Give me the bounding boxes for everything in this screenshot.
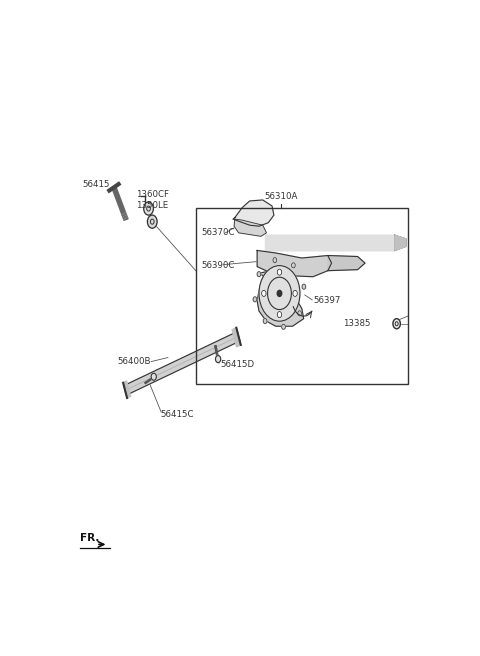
Text: 56415C: 56415C — [160, 410, 194, 419]
Text: 56390C: 56390C — [202, 261, 235, 270]
Circle shape — [147, 215, 157, 228]
Text: 56397: 56397 — [313, 297, 340, 306]
Polygon shape — [123, 381, 131, 398]
Circle shape — [302, 284, 306, 289]
Text: 56415: 56415 — [83, 180, 110, 190]
Circle shape — [298, 311, 301, 316]
Text: 1350LE: 1350LE — [136, 201, 168, 209]
Polygon shape — [328, 255, 365, 271]
Polygon shape — [395, 236, 406, 251]
Circle shape — [259, 266, 300, 321]
Circle shape — [277, 312, 282, 318]
Circle shape — [216, 356, 221, 363]
Text: 56310A: 56310A — [264, 192, 298, 201]
Text: 56370C: 56370C — [202, 228, 235, 237]
Bar — [196, 207, 408, 384]
Circle shape — [393, 319, 400, 329]
Polygon shape — [257, 251, 332, 277]
Polygon shape — [234, 219, 266, 236]
Polygon shape — [257, 271, 304, 326]
Circle shape — [257, 272, 261, 277]
Text: 56415D: 56415D — [220, 359, 254, 369]
Circle shape — [263, 319, 267, 323]
Polygon shape — [233, 200, 274, 226]
Circle shape — [291, 263, 295, 268]
Circle shape — [277, 291, 282, 297]
Circle shape — [293, 291, 297, 297]
Circle shape — [262, 291, 266, 297]
Circle shape — [277, 269, 282, 276]
Circle shape — [273, 258, 276, 262]
Circle shape — [253, 297, 257, 302]
Circle shape — [282, 324, 286, 329]
Polygon shape — [264, 236, 395, 251]
Text: FR.: FR. — [81, 533, 100, 543]
Circle shape — [144, 202, 154, 215]
Text: 13385: 13385 — [343, 319, 370, 328]
Text: 56400B: 56400B — [118, 357, 151, 366]
Polygon shape — [124, 331, 240, 395]
Polygon shape — [232, 328, 241, 347]
Text: 1360CF: 1360CF — [136, 190, 169, 199]
Circle shape — [151, 373, 156, 380]
